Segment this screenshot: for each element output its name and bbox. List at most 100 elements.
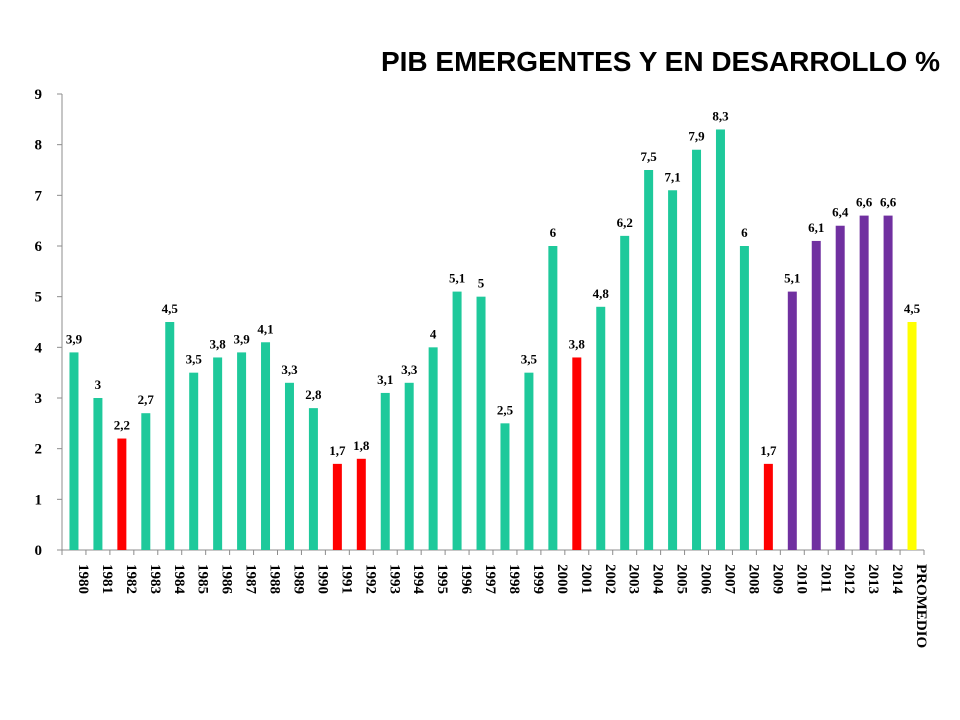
bar-1998 [500, 423, 510, 550]
x-tick-label: 1983 [147, 564, 163, 594]
bar-promedio [907, 322, 917, 550]
bar-1990 [308, 408, 318, 550]
x-tick-label: 2004 [650, 564, 666, 595]
bar-1994 [404, 382, 414, 550]
data-label: 4,5 [162, 301, 179, 316]
x-tick-label: 1987 [243, 564, 259, 595]
bars [69, 129, 917, 550]
x-tick-label: 1992 [362, 564, 378, 594]
data-label: 2,8 [305, 387, 322, 402]
bar-1987 [237, 352, 247, 550]
bar-1983 [141, 413, 151, 550]
chart-title: PIB EMERGENTES Y EN DESARROLLO % [380, 46, 940, 77]
x-tick-label: 2010 [793, 564, 809, 594]
data-label: 4,5 [904, 301, 921, 316]
data-label: 7,9 [688, 129, 705, 144]
bar-1989 [284, 382, 294, 550]
bar-2006 [692, 149, 702, 550]
y-tick-label: 2 [35, 442, 43, 458]
data-label: 3,8 [210, 336, 227, 351]
data-label: 3,9 [66, 331, 83, 346]
data-label: 6,6 [856, 195, 873, 210]
data-label: 2,7 [138, 392, 155, 407]
x-tick-label: 1988 [267, 564, 283, 594]
data-label: 3,3 [281, 362, 298, 377]
data-label: 3,9 [233, 331, 250, 346]
data-label: 1,8 [353, 438, 370, 453]
x-tick-label: 1998 [506, 564, 522, 594]
x-tick-label: 2003 [626, 564, 642, 594]
x-tick-label: 1980 [75, 564, 91, 594]
bar-2002 [596, 306, 606, 550]
y-tick-label: 9 [35, 87, 43, 103]
x-tick-label: 1995 [434, 564, 450, 594]
y-tick-label: 3 [35, 391, 43, 407]
bar-2012 [835, 225, 845, 550]
x-axis: 1980 1981 1982 1983 1984 1985 1986 1987 1988 1989… [61, 549, 929, 648]
data-label: 5,1 [784, 271, 800, 286]
bar-1999 [524, 372, 534, 550]
data-label: 6 [550, 225, 557, 240]
bar-1980 [69, 352, 79, 550]
x-tick-label: 1986 [219, 564, 235, 595]
data-label: 1,7 [760, 443, 777, 458]
bar-1996 [452, 291, 462, 550]
bar-2013 [859, 215, 869, 550]
y-tick-label: 0 [35, 543, 43, 559]
bar-2010 [787, 291, 797, 550]
data-label: 3,5 [186, 352, 203, 367]
x-tick-label: 1990 [314, 564, 330, 594]
data-labels: 3,9 3 2,2 2,7 4,5 3,5 3,8 3,9 4,1 3,3 2,8 1,7 1,8 3,1… [66, 108, 921, 457]
x-tick-label: 1993 [386, 564, 402, 594]
x-tick-label: 2006 [698, 564, 714, 595]
x-tick-label: 1984 [171, 564, 187, 595]
x-tick-label: 1985 [195, 564, 211, 594]
x-tick-label: 2005 [674, 564, 690, 594]
x-tick-label: 1981 [99, 564, 115, 594]
bar-1992 [356, 458, 366, 550]
bar-1984 [165, 322, 175, 550]
data-label: 7,1 [664, 169, 680, 184]
x-tick-label: 1982 [123, 564, 139, 594]
bar-2003 [620, 235, 630, 550]
x-tick-label: 1991 [338, 564, 354, 594]
data-label: 7,5 [641, 149, 658, 164]
bar-2004 [644, 170, 654, 550]
data-label: 1,7 [329, 443, 346, 458]
bar-2007 [715, 129, 725, 550]
y-tick-label: 4 [35, 340, 43, 356]
data-label: 6 [741, 225, 748, 240]
data-label: 2,5 [497, 402, 514, 417]
bar-2011 [811, 240, 821, 550]
x-tick-label: 1997 [482, 564, 498, 595]
data-label: 5,1 [449, 271, 465, 286]
x-tick-label: 2001 [578, 564, 594, 594]
data-label: 4,1 [257, 321, 273, 336]
x-tick-label: 2008 [745, 564, 761, 594]
x-tick-label: 2011 [817, 564, 833, 593]
y-tick-label: 5 [35, 290, 43, 306]
data-label: 3,8 [569, 336, 586, 351]
data-label: 3,3 [401, 362, 418, 377]
data-label: 6,4 [832, 205, 849, 220]
bar-1988 [261, 342, 271, 550]
x-tick-label: 1989 [290, 564, 306, 594]
x-tick-label: 2012 [841, 564, 857, 594]
y-tick-label: 7 [35, 188, 43, 204]
x-tick-label: 2009 [769, 564, 785, 594]
data-label: 4 [430, 326, 437, 341]
data-label: 4,8 [593, 286, 610, 301]
data-label: 3,5 [521, 352, 538, 367]
data-label: 5 [478, 276, 485, 291]
x-tick-label: 2007 [721, 564, 737, 595]
y-tick-label: 1 [35, 492, 43, 508]
data-label: 6,2 [617, 215, 633, 230]
x-tick-label: 2013 [865, 564, 881, 594]
x-tick-label: PROMEDIO [913, 564, 929, 648]
y-tick-label: 6 [35, 239, 43, 255]
data-label: 6,6 [880, 195, 897, 210]
bar-1986 [213, 357, 223, 550]
bar-2009 [763, 463, 773, 550]
data-label: 3,1 [377, 372, 393, 387]
